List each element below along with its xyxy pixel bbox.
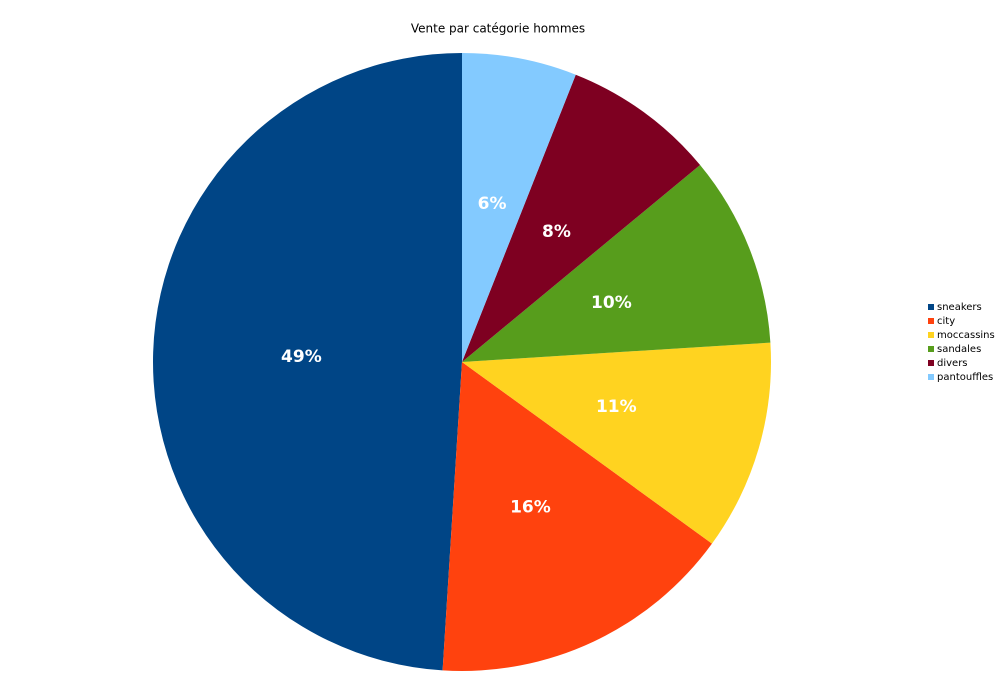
data-label: 16% bbox=[510, 497, 551, 517]
legend-label: sandales bbox=[937, 344, 981, 355]
legend-label: moccassins bbox=[937, 330, 995, 341]
legend-label: divers bbox=[937, 358, 968, 369]
legend-swatch bbox=[928, 318, 934, 324]
data-label: 8% bbox=[542, 222, 571, 242]
chart-title: Vente par catégorie hommes bbox=[411, 22, 585, 36]
data-label: 11% bbox=[596, 397, 637, 417]
pie-slice bbox=[153, 53, 463, 671]
data-label: 6% bbox=[478, 194, 507, 214]
data-label: 10% bbox=[591, 293, 632, 313]
pie-slice bbox=[462, 53, 576, 362]
legend-swatch bbox=[928, 332, 934, 338]
legend-swatch bbox=[928, 304, 934, 310]
legend-swatch bbox=[928, 374, 934, 380]
legend-label: sneakers bbox=[937, 302, 982, 313]
pie-slice bbox=[462, 165, 771, 362]
legend-label: pantouffles bbox=[937, 372, 993, 383]
data-label: 49% bbox=[281, 347, 322, 367]
legend-label: city bbox=[937, 316, 955, 327]
pie-slice bbox=[442, 362, 712, 671]
pie-slice bbox=[462, 74, 701, 362]
pie-slice bbox=[462, 342, 771, 544]
legend-swatch bbox=[928, 346, 934, 352]
legend-swatch bbox=[928, 360, 934, 366]
